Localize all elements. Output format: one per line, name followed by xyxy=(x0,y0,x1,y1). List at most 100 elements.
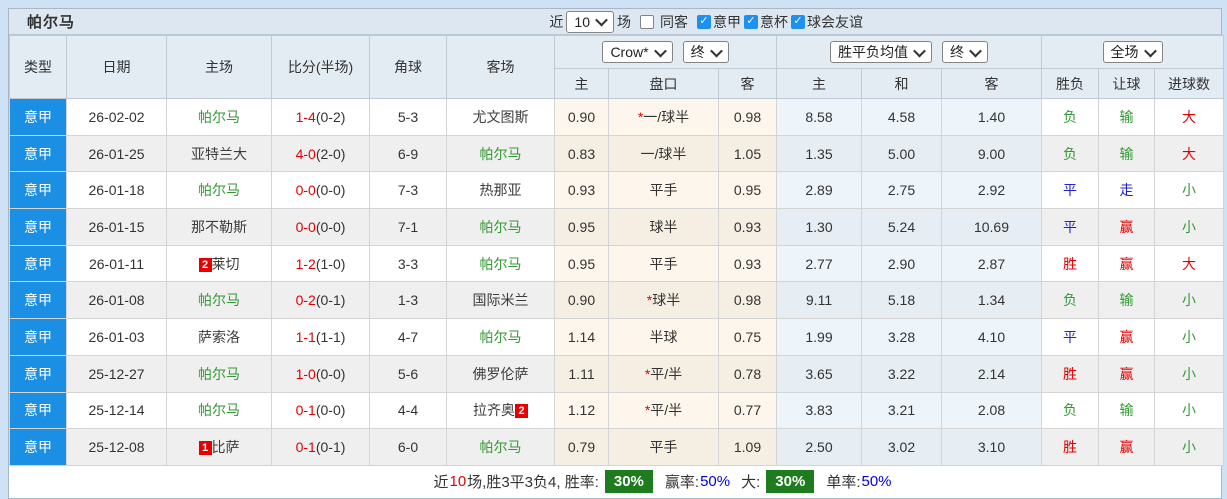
checkbox-serie-a[interactable]: 意甲 xyxy=(697,12,741,32)
cell-odds-away: 0.95 xyxy=(718,171,777,210)
cell-away-team[interactable]: 帕尔马 xyxy=(446,208,555,246)
cell-league[interactable]: 意甲 xyxy=(9,391,67,430)
cell-score[interactable]: 0-2(0-1) xyxy=(271,281,370,320)
cell-home-team[interactable]: 帕尔马 xyxy=(166,281,272,320)
cell-score[interactable]: 0-0(0-0) xyxy=(271,171,370,210)
cell-league[interactable]: 意甲 xyxy=(9,171,67,210)
checkbox-checked-icon xyxy=(744,14,758,29)
single-rate-value: 50% xyxy=(861,473,892,491)
cell-score[interactable]: 1-4(0-2) xyxy=(271,98,370,136)
cell-league[interactable]: 意甲 xyxy=(9,208,67,246)
table-row: 意甲 26-01-03 萨索洛 1-1(1-1) 4-7 帕尔马 1.14 半球 0.75 1.9… xyxy=(9,318,1225,356)
subcol-avg-away: 客 xyxy=(941,68,1042,99)
table-row: 意甲 25-12-27 帕尔马 1-0(0-0) 5-6 佛罗伦萨 1.11 *平/半 0.78… xyxy=(9,354,1225,393)
match-scope-select[interactable]: 全场 xyxy=(1102,41,1163,63)
cell-league[interactable]: 意甲 xyxy=(9,354,67,393)
cell-score[interactable]: 0-1(0-0) xyxy=(271,391,370,430)
cell-league[interactable]: 意甲 xyxy=(9,244,67,283)
cell-home-team[interactable]: 帕尔马 xyxy=(166,391,272,430)
checkbox-italy-cup[interactable]: 意杯 xyxy=(744,12,788,32)
cell-goals: 小 xyxy=(1153,281,1225,320)
avg-odds-final-select[interactable]: 终 xyxy=(942,41,988,63)
handicap-line: 球半 xyxy=(652,292,681,309)
col-header-away: 客场 xyxy=(446,35,555,99)
cell-avg-away: 10.69 xyxy=(941,208,1042,246)
cell-home-team[interactable]: 萨索洛 xyxy=(166,318,272,356)
cell-avg-home: 9.11 xyxy=(776,281,862,320)
cell-league[interactable]: 意甲 xyxy=(9,134,67,173)
cell-avg-draw: 2.75 xyxy=(861,171,942,210)
cell-goals: 大 xyxy=(1153,98,1225,136)
page-title: 帕尔马 xyxy=(27,14,76,31)
checkbox-same-away[interactable]: 同客 xyxy=(640,12,688,32)
red-card-badge: 2 xyxy=(515,404,528,419)
cell-home-team[interactable]: 亚特兰大 xyxy=(166,134,272,173)
cell-corner: 4-4 xyxy=(369,391,447,430)
cell-league[interactable]: 意甲 xyxy=(9,318,67,356)
cell-home-team[interactable]: 帕尔马 xyxy=(166,98,272,136)
cell-date: 25-12-14 xyxy=(66,391,167,430)
cell-corner: 5-6 xyxy=(369,354,447,393)
halftime-score: (0-0) xyxy=(315,365,346,382)
handicap-changed-marker: * xyxy=(644,365,651,382)
cell-avg-away: 3.10 xyxy=(941,428,1042,466)
handicap-line: 一/球半 xyxy=(640,145,687,162)
cell-away-team[interactable]: 拉齐奥 2 xyxy=(446,391,555,430)
table-row: 意甲 26-01-08 帕尔马 0-2(0-1) 1-3 国际米兰 0.90 *球半 0.98 9… xyxy=(9,281,1225,320)
cell-league[interactable]: 意甲 xyxy=(9,281,67,320)
cell-away-team[interactable]: 帕尔马 xyxy=(446,428,555,466)
cell-avg-home: 1.30 xyxy=(776,208,862,246)
cell-away-team[interactable]: 帕尔马 xyxy=(446,318,555,356)
cell-let-goal: 赢 xyxy=(1098,428,1155,466)
near-label: 近 xyxy=(549,13,564,30)
table-row: 意甲 25-12-14 帕尔马 0-1(0-0) 4-4 拉齐奥 2 1.12 *平/半 0.77… xyxy=(9,391,1225,430)
cell-league[interactable]: 意甲 xyxy=(9,428,67,466)
cell-avg-draw: 5.24 xyxy=(861,208,942,246)
cell-date: 26-02-02 xyxy=(66,98,167,136)
cell-score[interactable]: 0-0(0-0) xyxy=(271,208,370,246)
cell-home-team[interactable]: 帕尔马 xyxy=(166,171,272,210)
cell-home-team[interactable]: 2 莱切 xyxy=(166,244,272,283)
cell-score[interactable]: 4-0(2-0) xyxy=(271,134,370,173)
cell-away-team[interactable]: 尤文图斯 xyxy=(446,98,555,136)
halftime-score: (0-1) xyxy=(315,439,346,456)
cell-league[interactable]: 意甲 xyxy=(9,98,67,136)
match-count-select[interactable]: 10 xyxy=(566,10,614,33)
checkbox-same-away-label: 同客 xyxy=(660,13,688,30)
fulltime-score: 0-1 xyxy=(295,402,316,419)
cell-away-team[interactable]: 帕尔马 xyxy=(446,244,555,283)
cell-score[interactable]: 1-0(0-0) xyxy=(271,354,370,393)
checkbox-club-friendly[interactable]: 球会友谊 xyxy=(791,12,863,32)
cell-home-team[interactable]: 1 比萨 xyxy=(166,428,272,466)
home-team-name: 帕尔马 xyxy=(198,182,240,199)
table-row: 意甲 26-01-11 2 莱切 1-2(1-0) 3-3 帕尔马 0.95 平手 0.93 2.7… xyxy=(9,244,1225,283)
cell-score[interactable]: 1-1(1-1) xyxy=(271,318,370,356)
cell-avg-away: 1.40 xyxy=(941,98,1042,136)
checkbox-checked-icon xyxy=(697,14,711,29)
cell-home-team[interactable]: 那不勒斯 xyxy=(166,208,272,246)
table-row: 意甲 26-01-25 亚特兰大 4-0(2-0) 6-9 帕尔马 0.83 一/球半 1.05… xyxy=(9,134,1225,173)
odds-company-final-select[interactable]: 终 xyxy=(682,41,729,63)
cell-home-team[interactable]: 帕尔马 xyxy=(166,354,272,393)
cell-score[interactable]: 0-1(0-1) xyxy=(271,428,370,466)
cell-result: 负 xyxy=(1041,391,1099,430)
cell-let-goal: 输 xyxy=(1098,134,1155,173)
avg-odds-select[interactable]: 胜平负均值 xyxy=(830,41,932,63)
handicap-changed-marker: * xyxy=(637,108,644,125)
cell-avg-home: 2.89 xyxy=(776,171,862,210)
cell-corner: 5-3 xyxy=(369,98,447,136)
cell-odds-home: 0.95 xyxy=(554,244,609,283)
cell-away-team[interactable]: 帕尔马 xyxy=(446,134,555,173)
cell-avg-away: 9.00 xyxy=(941,134,1042,173)
cell-away-team[interactable]: 佛罗伦萨 xyxy=(446,354,555,393)
cell-result: 胜 xyxy=(1041,244,1099,283)
cell-handicap: 平手 xyxy=(608,244,719,283)
cell-odds-away: 0.93 xyxy=(718,244,777,283)
odds-company-select[interactable]: Crow* xyxy=(602,41,673,63)
home-team-name: 帕尔马 xyxy=(198,402,240,419)
red-card-badge: 2 xyxy=(198,257,212,272)
cell-away-team[interactable]: 国际米兰 xyxy=(446,281,555,320)
cell-score[interactable]: 1-2(1-0) xyxy=(271,244,370,283)
cell-away-team[interactable]: 热那亚 xyxy=(446,171,555,210)
fulltime-score: 0-0 xyxy=(295,182,316,199)
